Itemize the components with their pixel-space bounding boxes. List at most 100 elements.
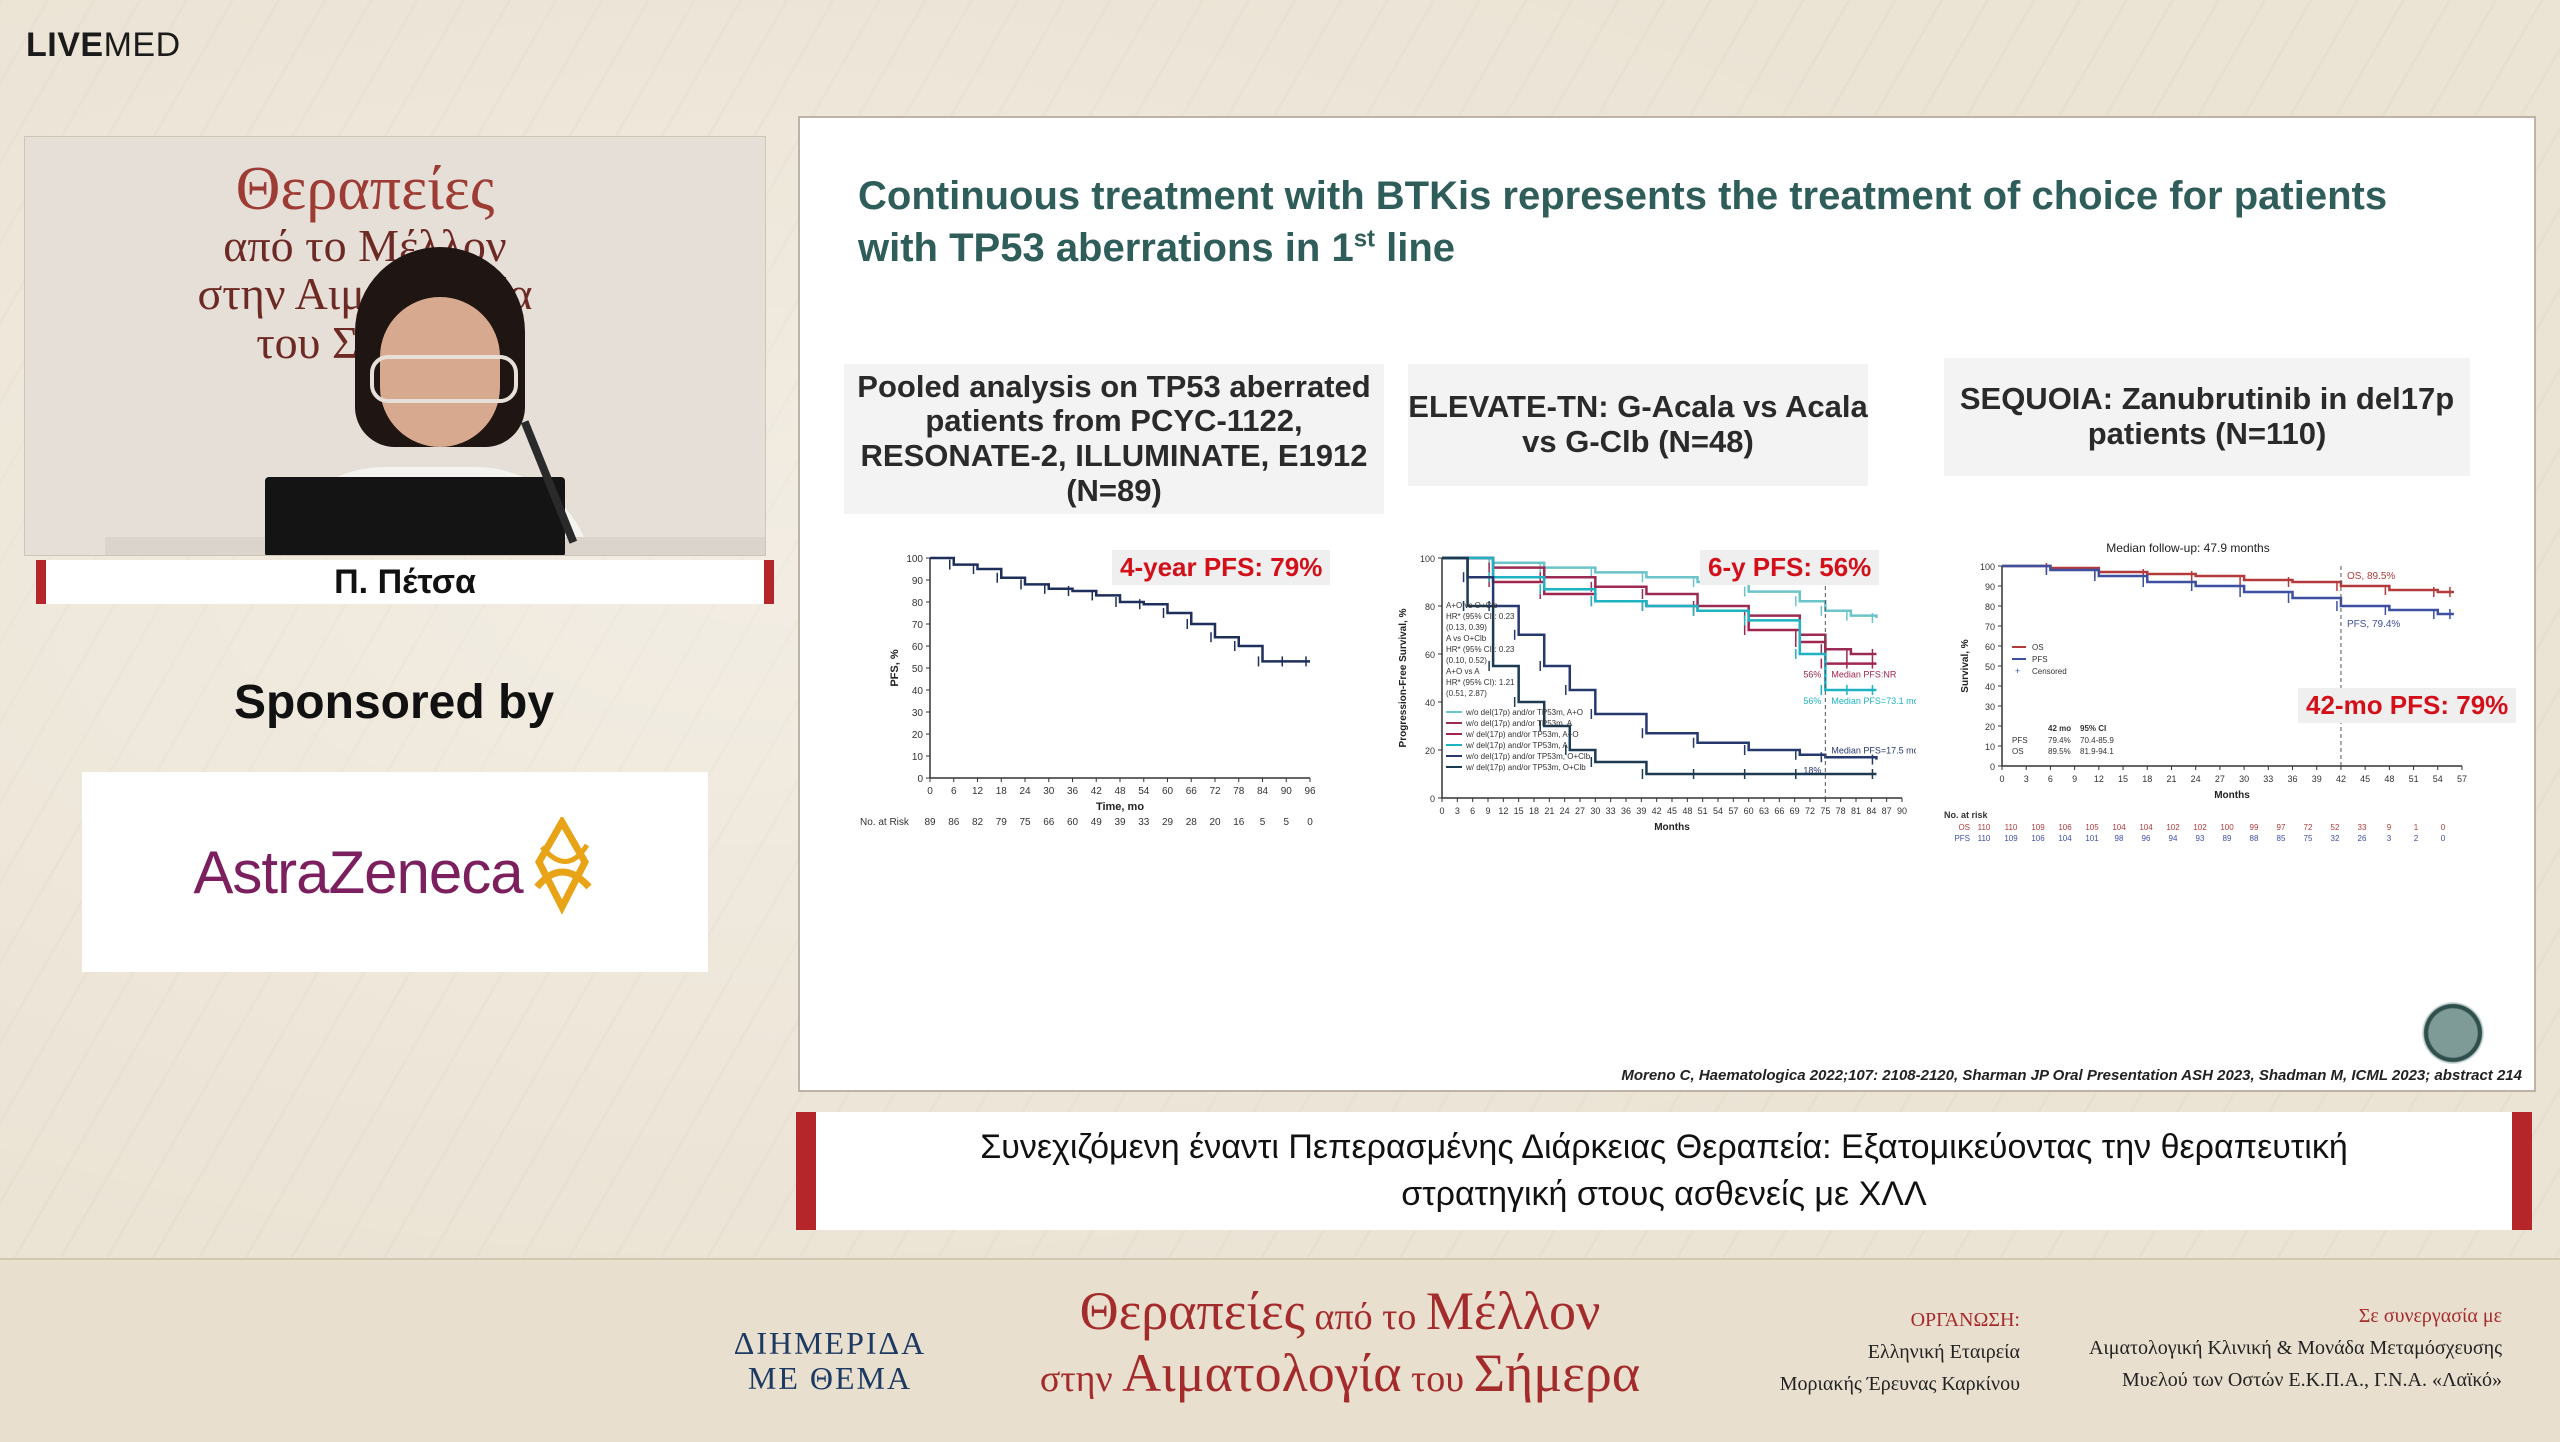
x-tick-label: 12 — [972, 786, 984, 797]
x-tick-label: 30 — [1043, 786, 1055, 797]
x-tick-label: 45 — [1667, 806, 1677, 816]
legend-entry: w/o del(17p) and/or TP53m, A — [1465, 719, 1573, 728]
x-tick-label: 45 — [2360, 774, 2370, 784]
at-risk-value: 110 — [1978, 834, 1991, 843]
x-tick-label: 66 — [1774, 806, 1784, 816]
x-tick-label: 6 — [1470, 806, 1475, 816]
annotation: Median PFS=17.5 mo — [1831, 746, 1916, 756]
y-tick-label: 30 — [1985, 702, 1995, 712]
at-risk-value: 0 — [1307, 817, 1313, 828]
x-tick-label: 24 — [1560, 806, 1570, 816]
x-tick-label: 51 — [2409, 774, 2419, 784]
x-tick-label: 66 — [1186, 786, 1198, 797]
hr-stat-text: (0.10, 0.52) — [1446, 656, 1487, 665]
event-footer: ΔΙΗΜΕΡΙΔΑ ΜΕ ΘΕΜΑ Θεραπείες από το Μέλλο… — [0, 1258, 2560, 1442]
annotation: 18% — [1803, 766, 1821, 776]
x-tick-label: 48 — [1682, 806, 1692, 816]
x-tick-label: 54 — [1713, 806, 1723, 816]
x-tick-label: 27 — [2215, 774, 2225, 784]
y-tick-label: 100 — [1420, 554, 1435, 564]
at-risk-value: 105 — [2085, 823, 2099, 832]
hr-stat-text: HR* (95% CI): 1.21 — [1446, 678, 1515, 687]
hr-stat-text: (0.51, 2.87) — [1446, 689, 1487, 698]
y-tick-label: 50 — [1985, 662, 1995, 672]
at-risk-value: 39 — [1114, 817, 1126, 828]
x-tick-label: 57 — [1728, 806, 1738, 816]
footer-organizer: ΟΡΓΑΝΩΣΗ: Ελληνική Εταιρεία Μοριακής Έρε… — [1700, 1304, 2020, 1400]
x-tick-label: 12 — [1498, 806, 1508, 816]
at-risk-value: 110 — [2005, 823, 2018, 832]
legend-entry: w/o del(17p) and/or TP53m, A+O — [1465, 708, 1583, 717]
y-tick-label: 80 — [1985, 602, 1995, 612]
at-risk-value: 5 — [1283, 817, 1289, 828]
talk-title-caption: Συνεχιζόμενη έναντι Πεπερασμένης Διάρκει… — [796, 1112, 2532, 1230]
annotation: Median PFS:NR — [1831, 670, 1897, 680]
x-tick-label: 0 — [1439, 806, 1444, 816]
at-risk-value: 102 — [2193, 823, 2207, 832]
stats-cell: 79.4% — [2048, 736, 2071, 745]
x-tick-label: 84 — [1866, 806, 1876, 816]
x-axis-label: Time, mo — [1096, 801, 1144, 813]
x-tick-label: 60 — [1162, 786, 1174, 797]
slide-citation: Moreno C, Haematologica 2022;107: 2108-2… — [1621, 1067, 2522, 1084]
x-tick-label: 90 — [1281, 786, 1293, 797]
y-axis-label: Progression-Free Survival, % — [1398, 608, 1409, 747]
legend-entry: w/ del(17p) and/or TP53m, O+Clb — [1465, 763, 1586, 772]
caption-line-1: Συνεχιζόμενη έναντι Πεπερασμένης Διάρκει… — [980, 1128, 2348, 1167]
at-risk-value: 93 — [2196, 834, 2205, 843]
x-tick-label: 81 — [1851, 806, 1861, 816]
x-tick-label: 0 — [927, 786, 933, 797]
organizer-line: Μοριακής Έρευνας Καρκίνου — [1779, 1373, 2020, 1395]
footer-cooperation: Σε συνεργασία με Αιματολογική Κλινική & … — [2040, 1300, 2502, 1396]
at-risk-value: 52 — [2331, 823, 2340, 832]
x-axis-label: Months — [2214, 790, 2250, 801]
x-tick-label: 87 — [1882, 806, 1892, 816]
stats-header: 95% CI — [2080, 724, 2106, 733]
at-risk-value: 28 — [1186, 817, 1198, 828]
stats-cell: PFS — [2012, 736, 2028, 745]
cooperation-line: Αιματολογική Κλινική & Μονάδα Μεταμόσχευ… — [2088, 1337, 2502, 1359]
at-risk-value: 100 — [2220, 823, 2234, 832]
at-risk-value: 33 — [1138, 817, 1150, 828]
series-line — [2002, 564, 2454, 594]
legend-entry: OS — [2032, 643, 2044, 652]
organizer-line: Ελληνική Εταιρεία — [1867, 1341, 2020, 1363]
at-risk-value: 72 — [2304, 823, 2313, 832]
panel-heading-sequoia: SEQUOIA: Zanubrutinib in del17p patients… — [1944, 358, 2470, 476]
x-tick-label: 72 — [1209, 786, 1221, 797]
x-tick-label: 18 — [1529, 806, 1539, 816]
y-axis-label: Survival, % — [1960, 639, 1971, 692]
at-risk-value: 88 — [2250, 834, 2259, 843]
annotation: Median PFS=73.1 mo — [1831, 696, 1916, 706]
sponsor-name: AstraZeneca — [193, 838, 523, 906]
slide-title: Continuous treatment with BTKis represen… — [858, 174, 2388, 270]
y-tick-label: 60 — [1425, 650, 1435, 660]
livemed-logo: LIVEMED — [26, 26, 181, 64]
x-tick-label: 42 — [1091, 786, 1103, 797]
at-risk-value: 75 — [2304, 834, 2313, 843]
at-risk-value: 3 — [2387, 834, 2392, 843]
at-risk-value: 89 — [2223, 834, 2232, 843]
x-tick-label: 72 — [1805, 806, 1815, 816]
stats-cell: OS — [2012, 747, 2024, 756]
y-tick-label: 20 — [912, 730, 924, 741]
legend-entry: Censored — [2032, 667, 2067, 676]
y-tick-label: 100 — [906, 554, 923, 565]
legend-marker: + — [2015, 666, 2020, 676]
at-risk-value: 75 — [1019, 817, 1031, 828]
x-tick-label: 9 — [1485, 806, 1490, 816]
at-risk-value: 104 — [2112, 823, 2126, 832]
at-risk-label: No. at risk — [1944, 810, 1989, 820]
speaker-name-bar: Π. Πέτσα — [36, 560, 774, 604]
x-tick-label: 69 — [1790, 806, 1800, 816]
x-tick-label: 33 — [2263, 774, 2273, 784]
speaker-face — [380, 297, 500, 447]
annotation: 56% — [1803, 696, 1821, 706]
banner-line: Θεραπείες — [235, 155, 495, 223]
at-risk-value: 97 — [2277, 823, 2286, 832]
y-tick-label: 90 — [912, 576, 924, 587]
x-tick-label: 63 — [1759, 806, 1769, 816]
speaker-glasses — [370, 355, 518, 403]
